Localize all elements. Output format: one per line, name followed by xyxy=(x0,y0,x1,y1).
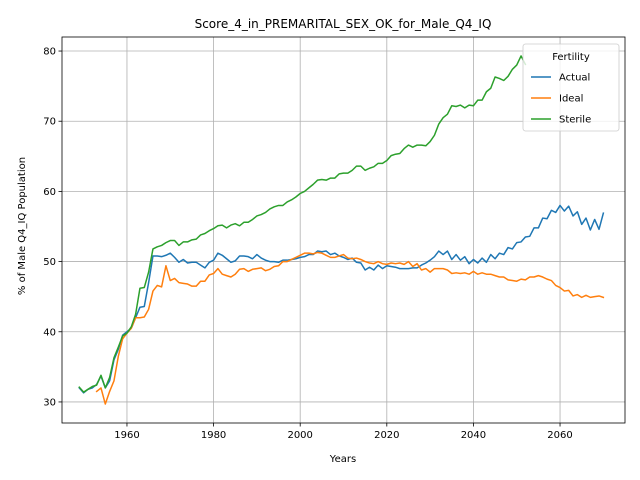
legend-label-sterile: Sterile xyxy=(559,115,591,126)
y-tick-label: 30 xyxy=(43,397,56,408)
y-tick-label: 40 xyxy=(43,327,56,338)
y-tick-label: 80 xyxy=(43,47,56,58)
series-line-actual xyxy=(78,204,605,394)
series-line-ideal xyxy=(95,251,605,405)
series-line-sterile xyxy=(78,55,527,393)
x-axis-label: Years xyxy=(329,454,356,465)
x-tick-label: 1980 xyxy=(201,430,226,441)
plot-frame xyxy=(61,36,626,424)
series-layer xyxy=(78,55,605,405)
x-tick-label: 2000 xyxy=(287,430,312,441)
legend-label-actual: Actual xyxy=(559,73,590,84)
legend-title: Fertility xyxy=(552,52,590,63)
x-tick-label: 2060 xyxy=(547,430,572,441)
legend-label-ideal: Ideal xyxy=(559,94,583,105)
y-tick-label: 50 xyxy=(43,257,56,268)
legend-box xyxy=(522,43,620,132)
x-tick-label: 1960 xyxy=(114,430,139,441)
y-axis-label: % of Male Q4_IQ Population xyxy=(17,157,28,295)
y-tick-label: 70 xyxy=(43,117,56,128)
legend: Fertility Actual Ideal Sterile xyxy=(522,43,620,132)
y-tick-label: 60 xyxy=(43,187,56,198)
axis-ticks: 1960 1980 2000 2020 2040 2060 30 40 50 60 70 80 xyxy=(43,47,572,441)
x-tick-label: 2040 xyxy=(461,430,486,441)
x-tick-label: 2020 xyxy=(374,430,399,441)
chart-title: Score_4_in_PREMARITAL_SEX_OK_for_Male_Q4… xyxy=(195,17,492,31)
